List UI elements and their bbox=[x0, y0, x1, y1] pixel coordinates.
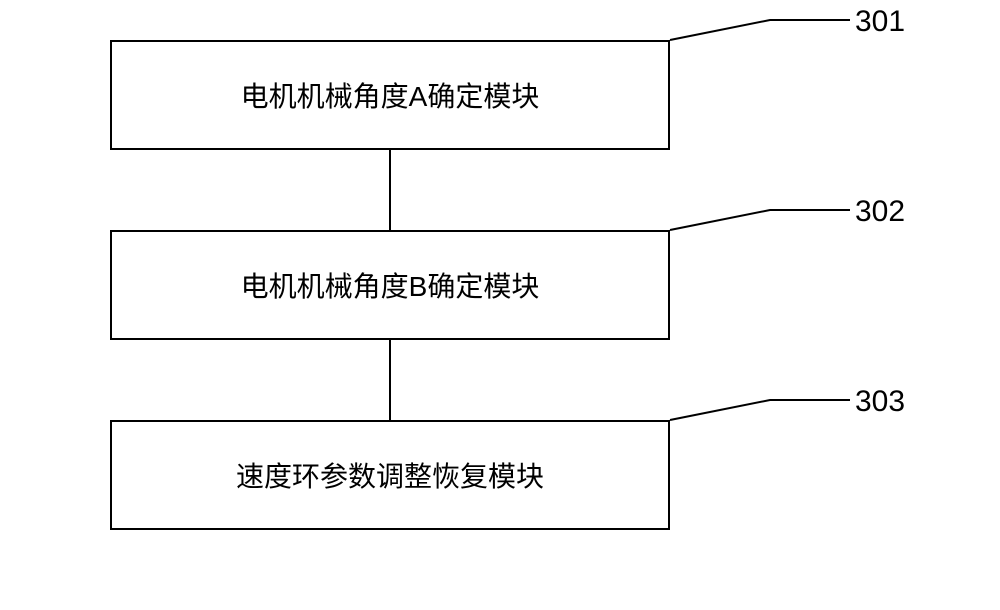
flowchart-node-302: 电机机械角度B确定模块 bbox=[110, 230, 670, 340]
connector-edge bbox=[389, 340, 391, 420]
number-text: 302 bbox=[855, 195, 905, 228]
node-number-302: 302 bbox=[855, 195, 905, 229]
connector-edge bbox=[389, 150, 391, 230]
node-label: 电机机械角度B确定模块 bbox=[241, 265, 540, 305]
flowchart-node-301: 电机机械角度A确定模块 bbox=[110, 40, 670, 150]
number-text: 303 bbox=[855, 385, 905, 418]
flowchart-node-303: 速度环参数调整恢复模块 bbox=[110, 420, 670, 530]
flowchart-diagram: 电机机械角度A确定模块 301 电机机械角度B确定模块 302 速度环参数调整恢… bbox=[0, 0, 1000, 610]
node-label: 速度环参数调整恢复模块 bbox=[236, 455, 544, 495]
number-text: 301 bbox=[855, 5, 905, 38]
node-label: 电机机械角度A确定模块 bbox=[241, 75, 540, 115]
node-number-301: 301 bbox=[855, 5, 905, 39]
node-number-303: 303 bbox=[855, 385, 905, 419]
